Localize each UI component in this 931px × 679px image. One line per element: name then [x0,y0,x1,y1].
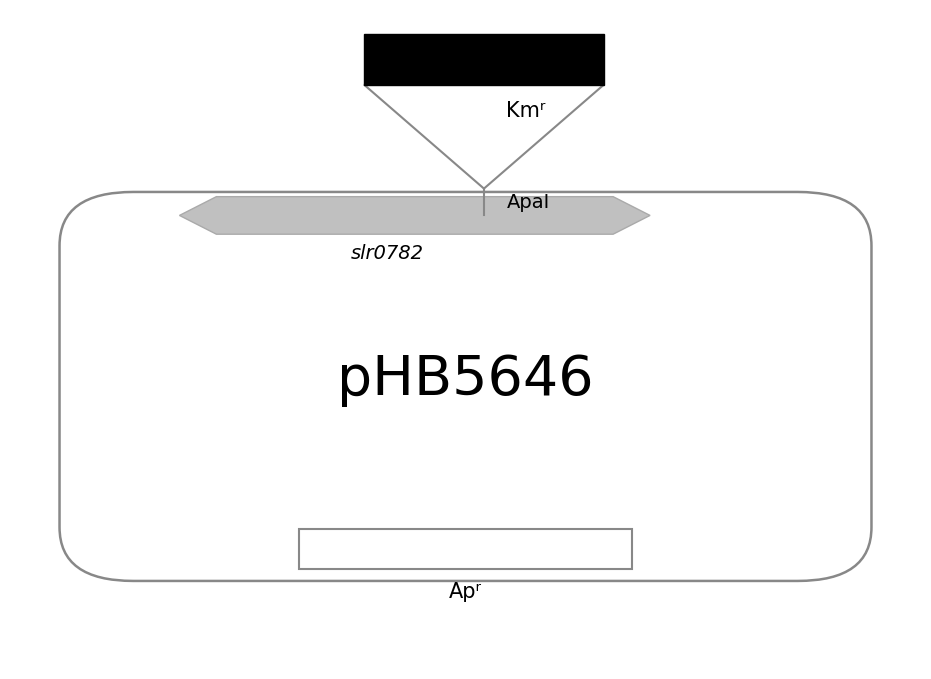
Polygon shape [364,85,604,189]
FancyBboxPatch shape [60,192,871,581]
Bar [364,35,604,85]
Text: slr0782: slr0782 [351,244,424,263]
Text: pHB5646: pHB5646 [337,352,594,407]
Bar [300,529,631,569]
Polygon shape [180,197,650,234]
Text: Apʳ: Apʳ [449,583,482,602]
Text: Kmʳ: Kmʳ [506,101,546,122]
Text: ApaI: ApaI [507,193,550,212]
